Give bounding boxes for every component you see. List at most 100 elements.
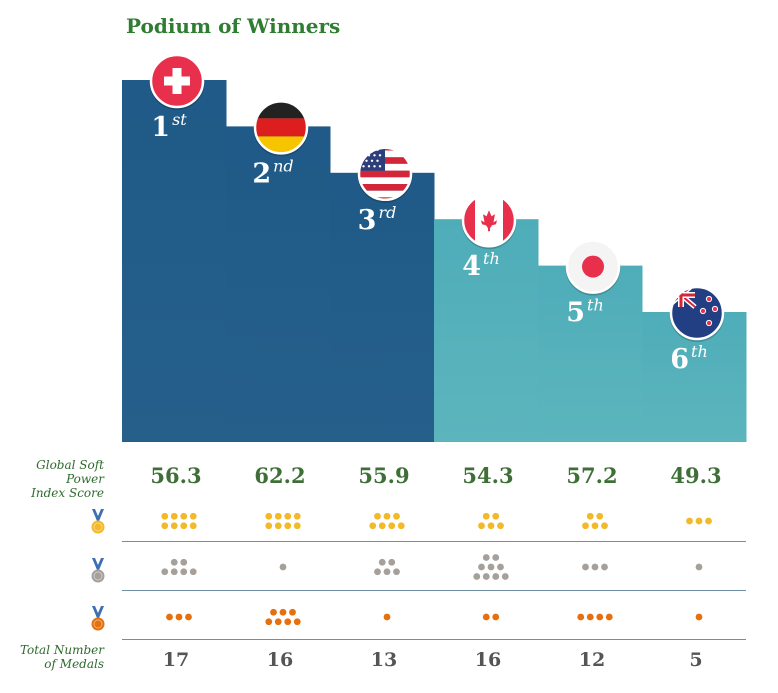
silver-medal-dots-new-zealand xyxy=(695,563,703,571)
silver-medal-dots-switzerland xyxy=(161,558,197,576)
gold-medal-dot xyxy=(596,512,604,520)
score-row-label: Global Soft Power Index Score xyxy=(0,458,104,500)
bronze-medal-dot xyxy=(270,608,277,616)
silver-medal-dot xyxy=(695,563,703,571)
score-canada: 54.3 xyxy=(462,463,514,488)
podium-bar-switzerland xyxy=(122,80,227,442)
gold-medal-icon xyxy=(91,509,105,534)
gold-medal-dot xyxy=(284,522,292,530)
rank-suffix: rd xyxy=(378,203,396,222)
gold-medal-dot xyxy=(180,512,188,520)
rank-suffix: th xyxy=(587,296,604,315)
gold-medal-dot xyxy=(492,512,500,520)
silver-medal-dot xyxy=(378,558,386,566)
gold-medal-dot xyxy=(582,522,589,530)
rank-suffix: th xyxy=(483,249,500,268)
bronze-medal-dot xyxy=(166,613,173,621)
silver-medal-dot xyxy=(393,568,400,576)
silver-medal-dots-usa xyxy=(374,558,400,576)
rank-number: 1 xyxy=(151,112,170,143)
silver-row-divider xyxy=(122,590,746,591)
silver-medal-dot xyxy=(473,573,481,580)
gold-medal-dot xyxy=(591,522,599,530)
gold-medal-dots-switzerland xyxy=(161,512,197,530)
gold-medal-dot xyxy=(293,522,301,530)
bronze-medal-dot xyxy=(383,613,391,621)
gold-medal-dot xyxy=(397,522,405,530)
bronze-medal-dots-germany xyxy=(265,608,301,626)
bronze-medal-dot xyxy=(577,613,585,621)
gold-medal-dot xyxy=(705,517,712,525)
gold-medal-dots-germany xyxy=(265,512,301,530)
gold-medal-dot xyxy=(686,517,693,525)
podium-bar-canada xyxy=(434,219,539,442)
silver-medal-dot xyxy=(383,568,391,576)
bronze-medal-dot xyxy=(596,613,604,621)
bronze-medal-dot xyxy=(293,618,301,626)
score-japan: 57.2 xyxy=(566,463,618,488)
bronze-medal-dots-japan xyxy=(577,613,613,621)
silver-medal-dot xyxy=(501,573,509,580)
score-row-label-line1: Global Soft Power xyxy=(36,458,104,486)
silver-medal-dot xyxy=(478,563,485,571)
gold-medal-dots-canada xyxy=(478,512,504,530)
gold-medal-dot xyxy=(284,512,292,520)
silver-medal-dot xyxy=(482,573,490,580)
bronze-medal-icon xyxy=(91,606,105,631)
total-medals-usa: 13 xyxy=(370,649,398,671)
rank-suffix: th xyxy=(691,342,708,361)
gold-medal-dot xyxy=(388,522,396,530)
bronze-medal-dot xyxy=(185,613,192,621)
silver-medal-dots-germany xyxy=(279,563,287,571)
rank-suffix: nd xyxy=(273,156,294,175)
gold-medal-dot xyxy=(478,522,485,530)
silver-medal-dot xyxy=(189,568,197,576)
bronze-medal-dot xyxy=(279,608,287,616)
silver-medal-icon xyxy=(91,558,105,583)
silver-medal-dot xyxy=(487,563,495,571)
gold-medal-dot xyxy=(601,522,608,530)
rank-number: 5 xyxy=(566,298,585,329)
rank-number: 2 xyxy=(252,158,271,189)
rank-suffix: st xyxy=(172,110,187,129)
gold-medal-dot xyxy=(161,522,169,530)
silver-medal-dot xyxy=(161,568,169,576)
total-medals-new-zealand: 5 xyxy=(689,649,703,671)
bronze-medal-dot xyxy=(482,613,490,621)
total-medals-germany: 16 xyxy=(266,649,294,671)
silver-medal-dot xyxy=(492,554,500,561)
silver-medal-dot xyxy=(374,568,381,576)
rank-number: 3 xyxy=(358,205,377,236)
gold-medal-dot xyxy=(170,512,178,520)
silver-medal-dot xyxy=(170,558,178,566)
silver-medal-dot xyxy=(170,568,178,576)
gold-medal-dot xyxy=(170,522,178,530)
bronze-medal-dot xyxy=(289,608,296,616)
podium-bar-japan xyxy=(538,265,643,442)
gold-medal-dot xyxy=(378,522,386,530)
total-medals-canada: 16 xyxy=(474,649,502,671)
bronze-medal-dot xyxy=(492,613,500,621)
bronze-medal-dot xyxy=(265,618,273,626)
gold-medal-dot xyxy=(180,522,188,530)
podium-bar-germany xyxy=(226,126,331,443)
gold-medal-dot xyxy=(274,522,282,530)
gold-medal-dot xyxy=(497,522,504,530)
bronze-medal-dot xyxy=(274,618,282,626)
silver-medal-dot xyxy=(180,568,188,576)
germany-flag-icon xyxy=(253,100,309,157)
gold-medal-dot xyxy=(482,512,490,520)
silver-medal-dots-japan xyxy=(582,563,608,571)
gold-medal-dots-japan xyxy=(582,512,608,530)
usa-flag-icon xyxy=(357,146,413,203)
silver-medal-dot xyxy=(388,558,396,566)
silver-medal-dot xyxy=(591,563,599,571)
gold-medal-dot xyxy=(695,517,703,525)
score-usa: 55.9 xyxy=(358,463,410,488)
